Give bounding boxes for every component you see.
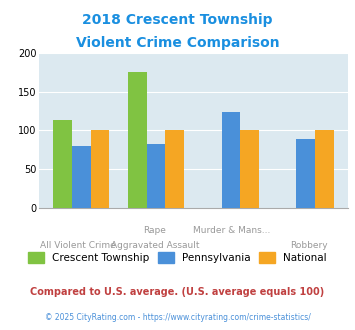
Text: Robbery: Robbery	[290, 241, 328, 250]
Text: Aggravated Assault: Aggravated Assault	[111, 241, 199, 250]
Text: Compared to U.S. average. (U.S. average equals 100): Compared to U.S. average. (U.S. average …	[31, 287, 324, 297]
Bar	[147, 144, 165, 208]
Bar	[222, 112, 240, 208]
Bar	[128, 72, 147, 208]
Bar	[240, 130, 259, 208]
Bar	[315, 130, 334, 208]
Bar	[165, 130, 184, 208]
Bar	[53, 120, 72, 208]
Legend: Crescent Township, Pennsylvania, National: Crescent Township, Pennsylvania, Nationa…	[24, 248, 331, 267]
Text: © 2025 CityRating.com - https://www.cityrating.com/crime-statistics/: © 2025 CityRating.com - https://www.city…	[45, 313, 310, 322]
Bar	[91, 130, 109, 208]
Bar	[72, 146, 91, 208]
Text: All Violent Crime: All Violent Crime	[40, 241, 115, 250]
Bar	[296, 139, 315, 208]
Text: 2018 Crescent Township: 2018 Crescent Township	[82, 13, 273, 27]
Text: Murder & Mans...: Murder & Mans...	[193, 226, 271, 235]
Text: Violent Crime Comparison: Violent Crime Comparison	[76, 36, 279, 50]
Text: Rape: Rape	[143, 226, 166, 235]
